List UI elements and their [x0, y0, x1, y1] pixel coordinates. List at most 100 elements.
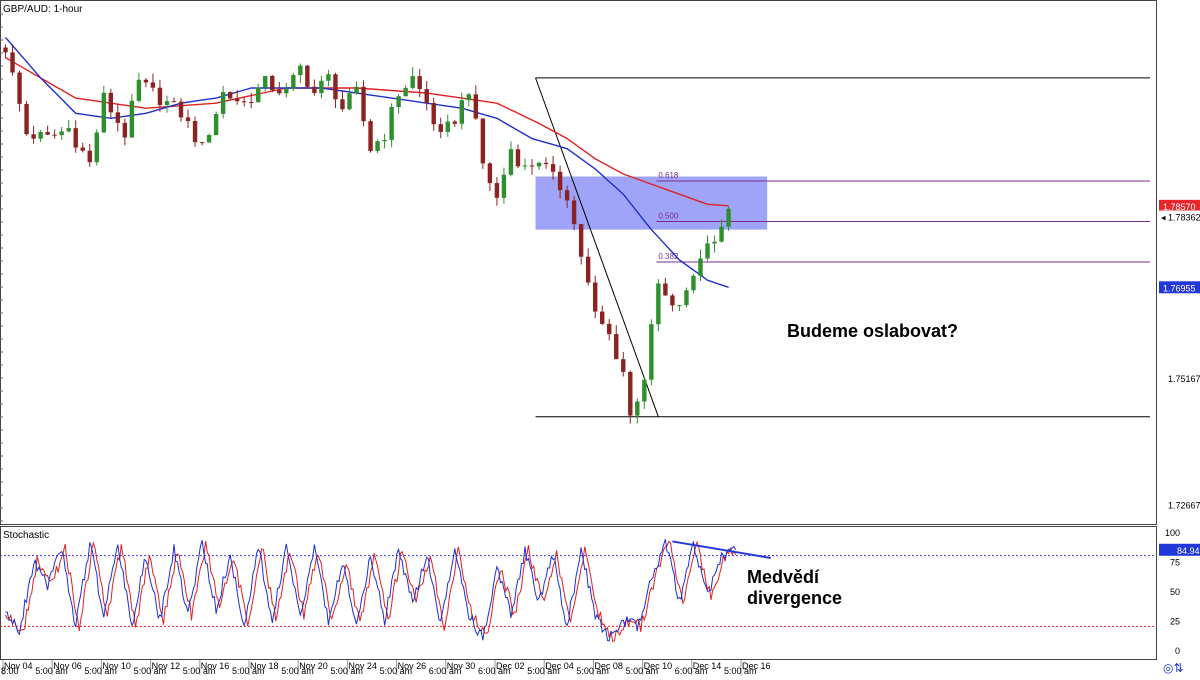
- candle-body: [382, 139, 387, 142]
- stochastic-axis-layer: 100 75 50 25 0 84.94: [1159, 528, 1200, 656]
- candle-body: [494, 183, 500, 198]
- candle-body: [143, 79, 149, 83]
- stochastic-badge-label: 84.94: [1177, 546, 1200, 556]
- candle-body: [550, 164, 556, 172]
- candle-body: [199, 142, 205, 144]
- price-tick-label-1: 1.75167: [1168, 374, 1200, 384]
- price-badge-label-0: 1.78570: [1163, 202, 1196, 212]
- date-tick-label-6: Nov 20: [299, 661, 328, 671]
- candle-body: [220, 92, 226, 114]
- candle-body: [305, 65, 310, 87]
- candle-body: [129, 100, 135, 138]
- candle-body: [501, 174, 507, 198]
- candle-body: [424, 89, 429, 103]
- candle-body: [31, 134, 36, 139]
- divergence-annotation-line1: Medvědí: [747, 567, 820, 587]
- stochastic-panel-frame: [0, 526, 1157, 660]
- candle-body: [38, 131, 43, 139]
- candle-body: [319, 80, 324, 94]
- date-tick-label-5: Nov 18: [250, 661, 279, 671]
- time-axis-layer: Nov 04 Nov 06 Nov 10 Nov 12 Nov 16 Nov 18 Nov …: [1, 660, 771, 676]
- price-badge-0: [1159, 199, 1200, 212]
- candle-body: [94, 132, 99, 163]
- candle-body: [677, 305, 682, 307]
- fibonacci-layer: 0.618 0.500 0.382: [535, 77, 1150, 418]
- candle-body: [691, 275, 696, 291]
- stochastic-title: Stochastic: [3, 530, 49, 541]
- candle-body: [726, 208, 731, 227]
- candle-body: [431, 102, 436, 125]
- stochastic-k-line: [5, 539, 737, 642]
- price-badge-label-2: 1.76955: [1163, 283, 1196, 293]
- stochastic-layer: [0, 539, 1157, 643]
- candle-body: [108, 92, 114, 113]
- candle-body: [719, 226, 724, 242]
- candle-body: [256, 87, 261, 103]
- time-tick-label-3: 5:00 am: [134, 666, 167, 675]
- date-tick-label-9: Nov 30: [447, 661, 476, 671]
- candle-body: [80, 147, 85, 151]
- candle-body: [45, 131, 50, 135]
- moving-average-red: [5, 56, 729, 207]
- candle-body: [249, 102, 254, 104]
- candle-body: [192, 121, 198, 143]
- candle-body: [564, 190, 570, 201]
- candle-body: [515, 149, 521, 167]
- time-tick-label-10: 6:00 am: [478, 666, 511, 675]
- candle-body: [326, 74, 331, 81]
- candle-body: [466, 94, 472, 101]
- candle-body: [684, 290, 689, 306]
- price-badge-label-1: ◂ 1.78362: [1161, 212, 1200, 222]
- stochastic-d-line: [5, 540, 737, 643]
- candle-body: [59, 131, 64, 136]
- candle-body: [66, 128, 71, 132]
- candle-body: [607, 323, 612, 335]
- time-tick-label-8: 5:00 am: [380, 666, 413, 675]
- candle-body: [621, 359, 626, 372]
- candle-body: [705, 243, 710, 259]
- time-tick-label-15: 5:00 am: [724, 666, 757, 675]
- date-tick-label-2: Nov 10: [102, 661, 131, 671]
- time-tick-label-11: 5:00 am: [527, 666, 560, 675]
- date-tick-label-4: Nov 16: [201, 661, 230, 671]
- candle-body: [52, 134, 57, 136]
- logo-mark: ◎⇅: [1163, 661, 1184, 675]
- candle-body: [270, 75, 275, 91]
- time-tick-label-1: 5:00 am: [35, 666, 68, 675]
- fib-trend-line: [535, 77, 659, 417]
- time-tick-label-5: 5:00 am: [232, 666, 265, 675]
- time-tick-label-14: 6:00 am: [675, 666, 708, 675]
- candle-body: [543, 162, 549, 165]
- candle-body: [347, 93, 352, 110]
- candle-body: [115, 112, 121, 123]
- candle-body: [284, 88, 289, 94]
- fib-level-label-1: 0.500: [658, 212, 679, 221]
- candle-body: [480, 118, 486, 164]
- candle-body: [10, 52, 15, 73]
- candle-body: [410, 76, 415, 88]
- candle-body: [628, 371, 633, 416]
- candle-body: [536, 162, 542, 167]
- chart-title: GBP/AUD: 1-hour: [3, 4, 83, 15]
- divergence-annotation-line2: divergence: [747, 588, 842, 608]
- candle-body: [445, 121, 450, 132]
- candle-body: [340, 99, 345, 110]
- candle-body: [122, 122, 128, 138]
- time-tick-label-2: 5:00 am: [84, 666, 117, 675]
- candle-body: [712, 241, 717, 244]
- candle-body: [354, 86, 359, 94]
- candle-body: [136, 79, 142, 101]
- candle-body: [17, 72, 22, 104]
- candle-body: [164, 101, 170, 106]
- price-badge-1: [1159, 210, 1200, 223]
- time-tick-label-0: 8:00: [1, 666, 19, 675]
- candle-body: [417, 76, 422, 90]
- price-axis-layer: 1.72667 1.75167 1.78570◂ 1.78362 1.76955: [0, 13, 1200, 522]
- candle-body: [403, 87, 408, 97]
- candle-body: [389, 107, 394, 140]
- moving-average-layer: [4, 36, 729, 288]
- candle-body: [241, 101, 247, 103]
